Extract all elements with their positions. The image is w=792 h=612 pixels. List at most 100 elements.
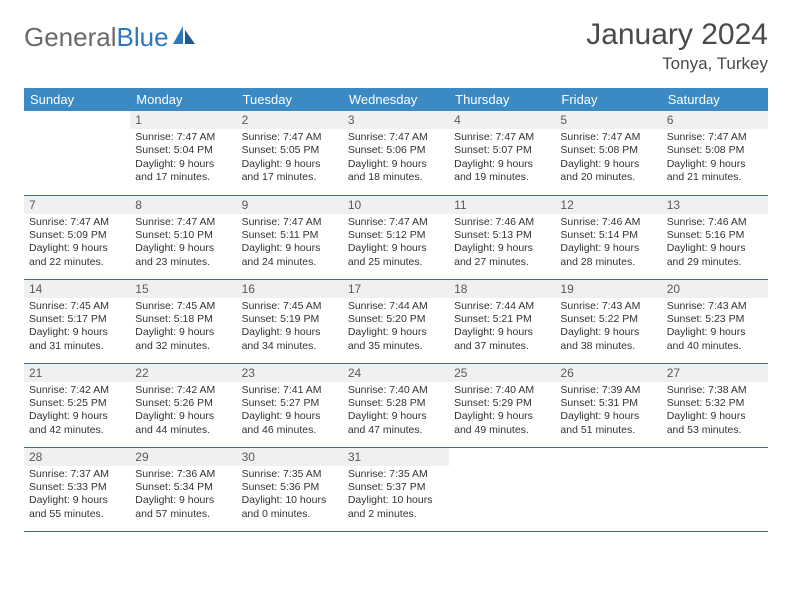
day-number: 24 — [343, 364, 449, 382]
weekday-header: Wednesday — [343, 88, 449, 111]
day-number: 12 — [555, 196, 661, 214]
calendar-week-row: 14Sunrise: 7:45 AMSunset: 5:17 PMDayligh… — [24, 279, 768, 363]
day-number: 2 — [237, 111, 343, 129]
calendar-day-cell: 14Sunrise: 7:45 AMSunset: 5:17 PMDayligh… — [24, 279, 130, 363]
day-number: 16 — [237, 280, 343, 298]
day-details: Sunrise: 7:47 AMSunset: 5:08 PMDaylight:… — [662, 129, 768, 189]
day-details: Sunrise: 7:37 AMSunset: 5:33 PMDaylight:… — [24, 466, 130, 526]
day-details: Sunrise: 7:46 AMSunset: 5:14 PMDaylight:… — [555, 214, 661, 274]
day-details: Sunrise: 7:47 AMSunset: 5:07 PMDaylight:… — [449, 129, 555, 189]
day-details: Sunrise: 7:45 AMSunset: 5:17 PMDaylight:… — [24, 298, 130, 358]
day-details: Sunrise: 7:43 AMSunset: 5:22 PMDaylight:… — [555, 298, 661, 358]
day-number: 9 — [237, 196, 343, 214]
day-details: Sunrise: 7:38 AMSunset: 5:32 PMDaylight:… — [662, 382, 768, 442]
day-number: 22 — [130, 364, 236, 382]
calendar-day-cell: 20Sunrise: 7:43 AMSunset: 5:23 PMDayligh… — [662, 279, 768, 363]
calendar-day-cell — [555, 447, 661, 531]
calendar-day-cell: 25Sunrise: 7:40 AMSunset: 5:29 PMDayligh… — [449, 363, 555, 447]
day-number: 29 — [130, 448, 236, 466]
calendar-day-cell — [449, 447, 555, 531]
calendar-day-cell: 27Sunrise: 7:38 AMSunset: 5:32 PMDayligh… — [662, 363, 768, 447]
day-details: Sunrise: 7:45 AMSunset: 5:19 PMDaylight:… — [237, 298, 343, 358]
calendar-day-cell: 5Sunrise: 7:47 AMSunset: 5:08 PMDaylight… — [555, 111, 661, 195]
day-number: 4 — [449, 111, 555, 129]
day-number: 21 — [24, 364, 130, 382]
day-number: 1 — [130, 111, 236, 129]
logo-sail-icon — [171, 22, 197, 53]
calendar-day-cell: 26Sunrise: 7:39 AMSunset: 5:31 PMDayligh… — [555, 363, 661, 447]
weekday-header: Saturday — [662, 88, 768, 111]
calendar-day-cell: 4Sunrise: 7:47 AMSunset: 5:07 PMDaylight… — [449, 111, 555, 195]
day-details: Sunrise: 7:42 AMSunset: 5:25 PMDaylight:… — [24, 382, 130, 442]
day-details: Sunrise: 7:45 AMSunset: 5:18 PMDaylight:… — [130, 298, 236, 358]
day-number: 15 — [130, 280, 236, 298]
day-details: Sunrise: 7:47 AMSunset: 5:12 PMDaylight:… — [343, 214, 449, 274]
day-details: Sunrise: 7:35 AMSunset: 5:36 PMDaylight:… — [237, 466, 343, 526]
day-details: Sunrise: 7:40 AMSunset: 5:29 PMDaylight:… — [449, 382, 555, 442]
day-details: Sunrise: 7:47 AMSunset: 5:06 PMDaylight:… — [343, 129, 449, 189]
calendar-day-cell: 19Sunrise: 7:43 AMSunset: 5:22 PMDayligh… — [555, 279, 661, 363]
day-number: 23 — [237, 364, 343, 382]
calendar-table: SundayMondayTuesdayWednesdayThursdayFrid… — [24, 88, 768, 532]
day-details: Sunrise: 7:46 AMSunset: 5:13 PMDaylight:… — [449, 214, 555, 274]
header: GeneralBlue January 2024 Tonya, Turkey — [24, 18, 768, 74]
weekday-header: Thursday — [449, 88, 555, 111]
day-details: Sunrise: 7:47 AMSunset: 5:11 PMDaylight:… — [237, 214, 343, 274]
day-details: Sunrise: 7:35 AMSunset: 5:37 PMDaylight:… — [343, 466, 449, 526]
day-details: Sunrise: 7:47 AMSunset: 5:08 PMDaylight:… — [555, 129, 661, 189]
calendar-day-cell: 21Sunrise: 7:42 AMSunset: 5:25 PMDayligh… — [24, 363, 130, 447]
day-number: 25 — [449, 364, 555, 382]
calendar-week-row: 28Sunrise: 7:37 AMSunset: 5:33 PMDayligh… — [24, 447, 768, 531]
day-number: 3 — [343, 111, 449, 129]
day-number: 19 — [555, 280, 661, 298]
day-number: 27 — [662, 364, 768, 382]
day-number: 30 — [237, 448, 343, 466]
calendar-day-cell: 2Sunrise: 7:47 AMSunset: 5:05 PMDaylight… — [237, 111, 343, 195]
calendar-day-cell: 12Sunrise: 7:46 AMSunset: 5:14 PMDayligh… — [555, 195, 661, 279]
day-number: 13 — [662, 196, 768, 214]
day-number: 8 — [130, 196, 236, 214]
calendar-day-cell: 16Sunrise: 7:45 AMSunset: 5:19 PMDayligh… — [237, 279, 343, 363]
calendar-day-cell: 7Sunrise: 7:47 AMSunset: 5:09 PMDaylight… — [24, 195, 130, 279]
day-details: Sunrise: 7:36 AMSunset: 5:34 PMDaylight:… — [130, 466, 236, 526]
day-details: Sunrise: 7:40 AMSunset: 5:28 PMDaylight:… — [343, 382, 449, 442]
calendar-day-cell: 18Sunrise: 7:44 AMSunset: 5:21 PMDayligh… — [449, 279, 555, 363]
weekday-header: Tuesday — [237, 88, 343, 111]
day-number: 6 — [662, 111, 768, 129]
day-number: 11 — [449, 196, 555, 214]
page-title: January 2024 — [586, 18, 768, 52]
calendar-day-cell: 17Sunrise: 7:44 AMSunset: 5:20 PMDayligh… — [343, 279, 449, 363]
calendar-week-row: 21Sunrise: 7:42 AMSunset: 5:25 PMDayligh… — [24, 363, 768, 447]
calendar-day-cell: 10Sunrise: 7:47 AMSunset: 5:12 PMDayligh… — [343, 195, 449, 279]
calendar-day-cell: 30Sunrise: 7:35 AMSunset: 5:36 PMDayligh… — [237, 447, 343, 531]
calendar-day-cell: 22Sunrise: 7:42 AMSunset: 5:26 PMDayligh… — [130, 363, 236, 447]
calendar-day-cell: 6Sunrise: 7:47 AMSunset: 5:08 PMDaylight… — [662, 111, 768, 195]
calendar-day-cell: 23Sunrise: 7:41 AMSunset: 5:27 PMDayligh… — [237, 363, 343, 447]
weekday-header: Friday — [555, 88, 661, 111]
day-number: 7 — [24, 196, 130, 214]
day-details: Sunrise: 7:47 AMSunset: 5:04 PMDaylight:… — [130, 129, 236, 189]
day-details: Sunrise: 7:41 AMSunset: 5:27 PMDaylight:… — [237, 382, 343, 442]
calendar-day-cell: 29Sunrise: 7:36 AMSunset: 5:34 PMDayligh… — [130, 447, 236, 531]
day-details: Sunrise: 7:47 AMSunset: 5:10 PMDaylight:… — [130, 214, 236, 274]
day-details: Sunrise: 7:46 AMSunset: 5:16 PMDaylight:… — [662, 214, 768, 274]
day-details: Sunrise: 7:47 AMSunset: 5:09 PMDaylight:… — [24, 214, 130, 274]
day-details: Sunrise: 7:43 AMSunset: 5:23 PMDaylight:… — [662, 298, 768, 358]
calendar-day-cell: 13Sunrise: 7:46 AMSunset: 5:16 PMDayligh… — [662, 195, 768, 279]
day-details: Sunrise: 7:42 AMSunset: 5:26 PMDaylight:… — [130, 382, 236, 442]
day-number: 26 — [555, 364, 661, 382]
calendar-day-cell: 1Sunrise: 7:47 AMSunset: 5:04 PMDaylight… — [130, 111, 236, 195]
calendar-day-cell: 31Sunrise: 7:35 AMSunset: 5:37 PMDayligh… — [343, 447, 449, 531]
location-label: Tonya, Turkey — [586, 54, 768, 74]
calendar-day-cell: 8Sunrise: 7:47 AMSunset: 5:10 PMDaylight… — [130, 195, 236, 279]
day-details: Sunrise: 7:44 AMSunset: 5:21 PMDaylight:… — [449, 298, 555, 358]
day-number: 20 — [662, 280, 768, 298]
weekday-header: Sunday — [24, 88, 130, 111]
calendar-day-cell — [24, 111, 130, 195]
calendar-day-cell: 11Sunrise: 7:46 AMSunset: 5:13 PMDayligh… — [449, 195, 555, 279]
day-number: 10 — [343, 196, 449, 214]
day-number: 28 — [24, 448, 130, 466]
logo-text-gray: General — [24, 22, 117, 53]
calendar-day-cell: 24Sunrise: 7:40 AMSunset: 5:28 PMDayligh… — [343, 363, 449, 447]
day-details: Sunrise: 7:39 AMSunset: 5:31 PMDaylight:… — [555, 382, 661, 442]
